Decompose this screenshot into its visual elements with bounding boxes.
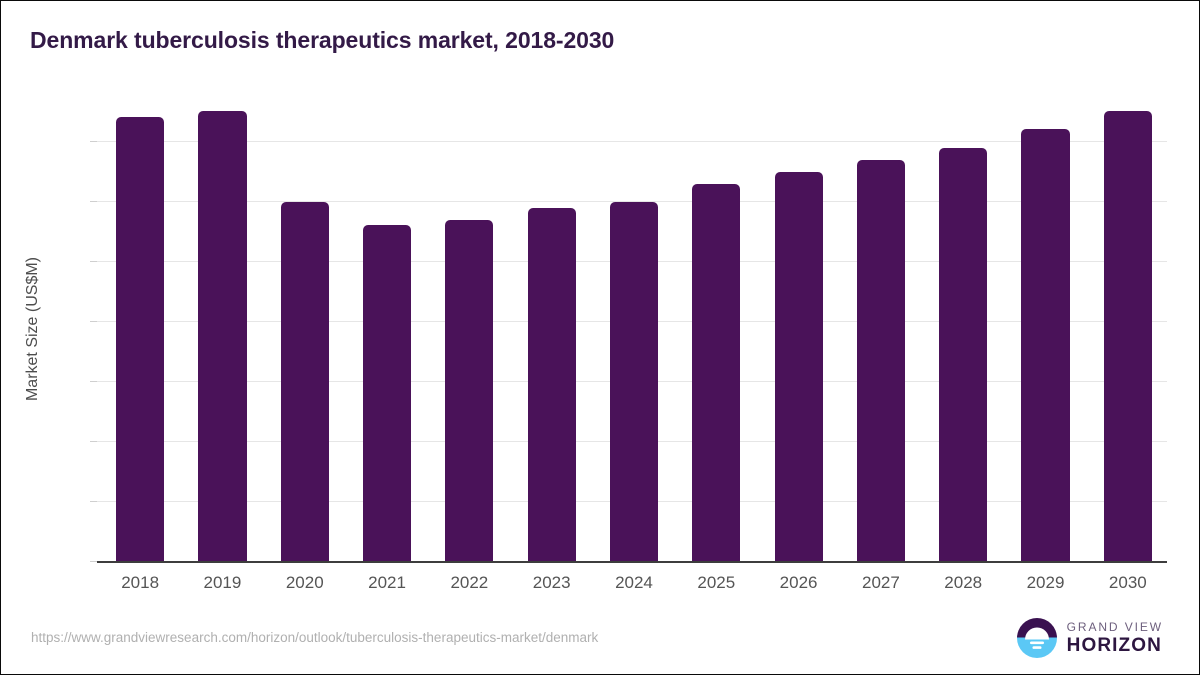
brand-logo-line2: HORIZON	[1066, 635, 1162, 656]
x-tick-label-2026: 2026	[779, 573, 818, 592]
bar-2024[interactable]	[609, 202, 659, 561]
y-tick-mark	[90, 201, 97, 202]
bar-2027[interactable]	[856, 160, 905, 561]
bar-2019[interactable]	[198, 111, 247, 561]
source-url[interactable]: https://www.grandviewresearch.com/horizo…	[31, 630, 599, 645]
bar-series: 2018 2019 2020 2021 2022 2023 2024 2025 2026 2027…	[97, 96, 1167, 592]
brand-logo-text: GRAND VIEW HORIZON	[1067, 621, 1163, 655]
bar-group: 2024	[609, 96, 659, 592]
y-tick-mark	[90, 501, 97, 502]
y-tick-mark	[90, 561, 97, 562]
x-tick-label-2018: 2018	[121, 573, 160, 592]
bar-group: 2026	[774, 96, 823, 592]
bar-2023[interactable]	[527, 208, 576, 561]
bar-2025[interactable]	[692, 184, 741, 561]
bar-2030[interactable]	[1103, 111, 1152, 561]
x-tick-label-2029: 2029	[1026, 573, 1065, 592]
x-tick-label-2023: 2023	[532, 573, 571, 592]
bar-2026[interactable]	[774, 172, 823, 561]
x-tick-label-2019: 2019	[203, 573, 242, 592]
bar-group: 2022	[445, 96, 494, 592]
bar-group: 2018	[116, 96, 165, 592]
bar-2018[interactable]	[116, 117, 165, 561]
bar-group: 2023	[527, 96, 576, 592]
x-tick-label-2022: 2022	[450, 573, 489, 592]
bar-group: 2025	[692, 96, 741, 592]
bar-2028[interactable]	[939, 148, 988, 561]
y-tick-mark	[90, 441, 97, 442]
gridline-6	[97, 201, 1167, 202]
x-tick-label-2020: 2020	[285, 573, 324, 592]
y-tick-mark	[90, 141, 97, 142]
y-tick-mark	[90, 321, 97, 322]
gridline-0	[97, 561, 1167, 563]
gridline-7	[97, 141, 1167, 142]
y-axis-title: Market Size (US$M)	[24, 256, 41, 401]
x-tick-label-2025: 2025	[697, 573, 736, 592]
x-tick-label-2027: 2027	[861, 573, 900, 592]
bar-2020[interactable]	[280, 202, 329, 561]
x-tick-label-2021: 2021	[368, 573, 406, 592]
bar-group: 2021	[363, 96, 412, 592]
x-tick-label-2024: 2024	[615, 573, 653, 592]
bar-2022[interactable]	[445, 220, 494, 561]
y-tick-mark	[90, 381, 97, 382]
page-title: Denmark tuberculosis therapeutics market…	[30, 27, 615, 53]
x-tick-label-2030: 2030	[1108, 573, 1147, 592]
bar-group: 2029	[1021, 96, 1070, 592]
horizon-circle-icon	[1016, 618, 1057, 658]
x-tick-label-2028: 2028	[944, 573, 983, 592]
bar-group: 2019	[198, 96, 247, 592]
y-tick-mark	[90, 261, 97, 262]
bar-group: 2030	[1103, 96, 1152, 592]
bar-2021[interactable]	[363, 225, 412, 561]
bar-group: 2020	[280, 96, 329, 592]
brand-logo-line1: GRAND VIEW	[1066, 620, 1163, 634]
bar-2029[interactable]	[1021, 129, 1070, 561]
brand-logo: GRAND VIEW HORIZON	[1016, 617, 1163, 659]
bar-group: 2027	[856, 96, 905, 592]
plot-area: Market Size (US$M) 01234567 201820192020…	[24, 96, 1167, 592]
bar-group: 2028	[939, 96, 988, 592]
